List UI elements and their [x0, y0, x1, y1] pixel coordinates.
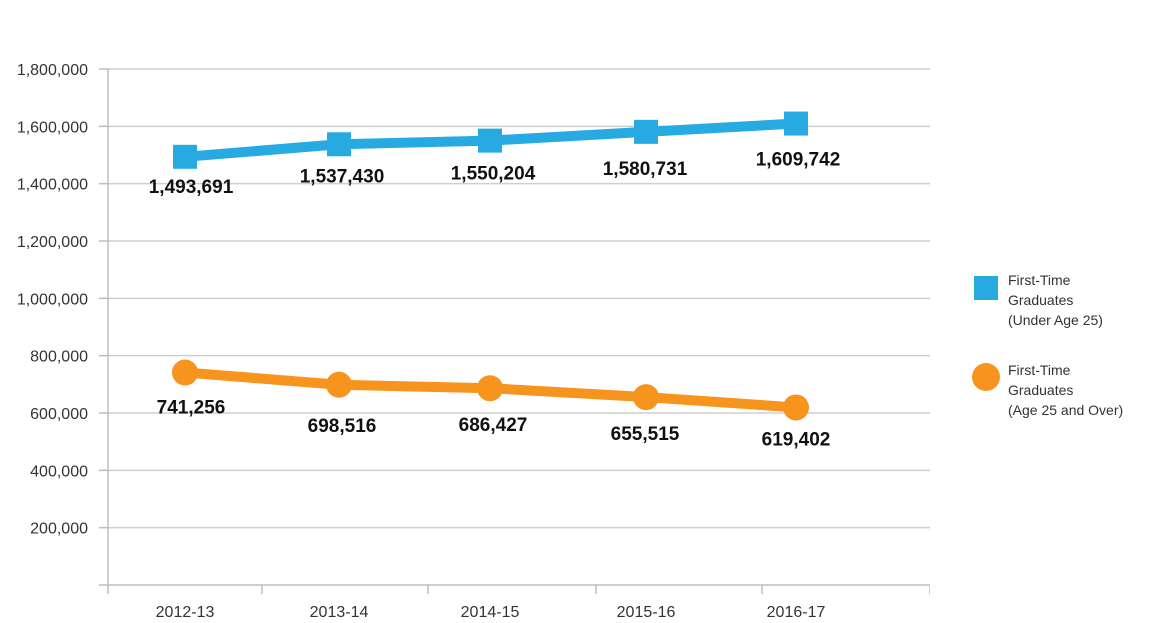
data-label: 655,515 — [611, 424, 680, 445]
data-label: 1,493,691 — [149, 177, 234, 198]
y-tick-label: 1,200,000 — [17, 234, 88, 251]
legend: First-Time Graduates (Under Age 25) Firs… — [970, 270, 1150, 450]
axis-layer: 200,000 400,000 600,000 800,000 1,000,000 1,2… — [17, 62, 930, 621]
data-point-circle — [326, 371, 352, 398]
data-label: 619,402 — [762, 429, 831, 450]
data-label: 1,537,430 — [300, 166, 385, 187]
y-tick-label: 800,000 — [30, 349, 88, 366]
data-label: 686,427 — [459, 415, 528, 436]
y-tick-label: 1,800,000 — [17, 62, 88, 79]
data-point-square — [173, 144, 197, 169]
x-tick-label: 2013-14 — [310, 604, 369, 621]
legend-square-marker — [974, 276, 998, 300]
x-tick-label: 2014-15 — [461, 604, 520, 621]
data-point-square — [478, 128, 502, 153]
y-tick-label: 200,000 — [30, 521, 88, 538]
data-label: 1,550,204 — [451, 164, 536, 185]
data-point-circle — [477, 375, 503, 402]
legend-item-under-25: First-Time Graduates (Under Age 25) — [970, 270, 1150, 340]
data-label: 1,580,731 — [603, 159, 688, 180]
line-chart: 200,000 400,000 600,000 800,000 1,000,000 1,2… — [17, 62, 930, 621]
x-tick-label: 2016-17 — [767, 604, 826, 621]
legend-item-25-and-over: First-Time Graduates (Age 25 and Over) — [970, 360, 1150, 430]
y-tick-label: 600,000 — [30, 406, 88, 423]
data-point-square — [634, 119, 658, 144]
y-tick-label: 1,600,000 — [17, 119, 88, 136]
data-point-square — [327, 132, 351, 157]
data-label: 1,609,742 — [756, 150, 841, 171]
legend-circle-marker — [972, 363, 1000, 391]
y-tick-label: 400,000 — [30, 463, 88, 480]
label-layer: 1,493,691 1,537,430 1,550,204 1,580,731 1,60… — [149, 150, 841, 451]
data-point-circle — [783, 394, 809, 421]
x-tick-label: 2015-16 — [617, 604, 676, 621]
data-label: 698,516 — [308, 416, 377, 437]
y-tick-label: 1,000,000 — [17, 291, 88, 308]
data-point-circle — [633, 384, 659, 411]
legend-label-under-25: First-Time Graduates (Under Age 25) — [1008, 272, 1103, 328]
grid-layer — [108, 68, 930, 529]
data-point-square — [784, 111, 808, 136]
x-tick-label: 2012-13 — [156, 604, 215, 621]
y-tick-label: 1,400,000 — [17, 177, 88, 194]
legend-label-25-and-over: First-Time Graduates (Age 25 and Over) — [1008, 362, 1124, 418]
data-label: 741,256 — [157, 398, 226, 419]
data-point-circle — [172, 359, 198, 386]
series-layer — [172, 111, 809, 421]
